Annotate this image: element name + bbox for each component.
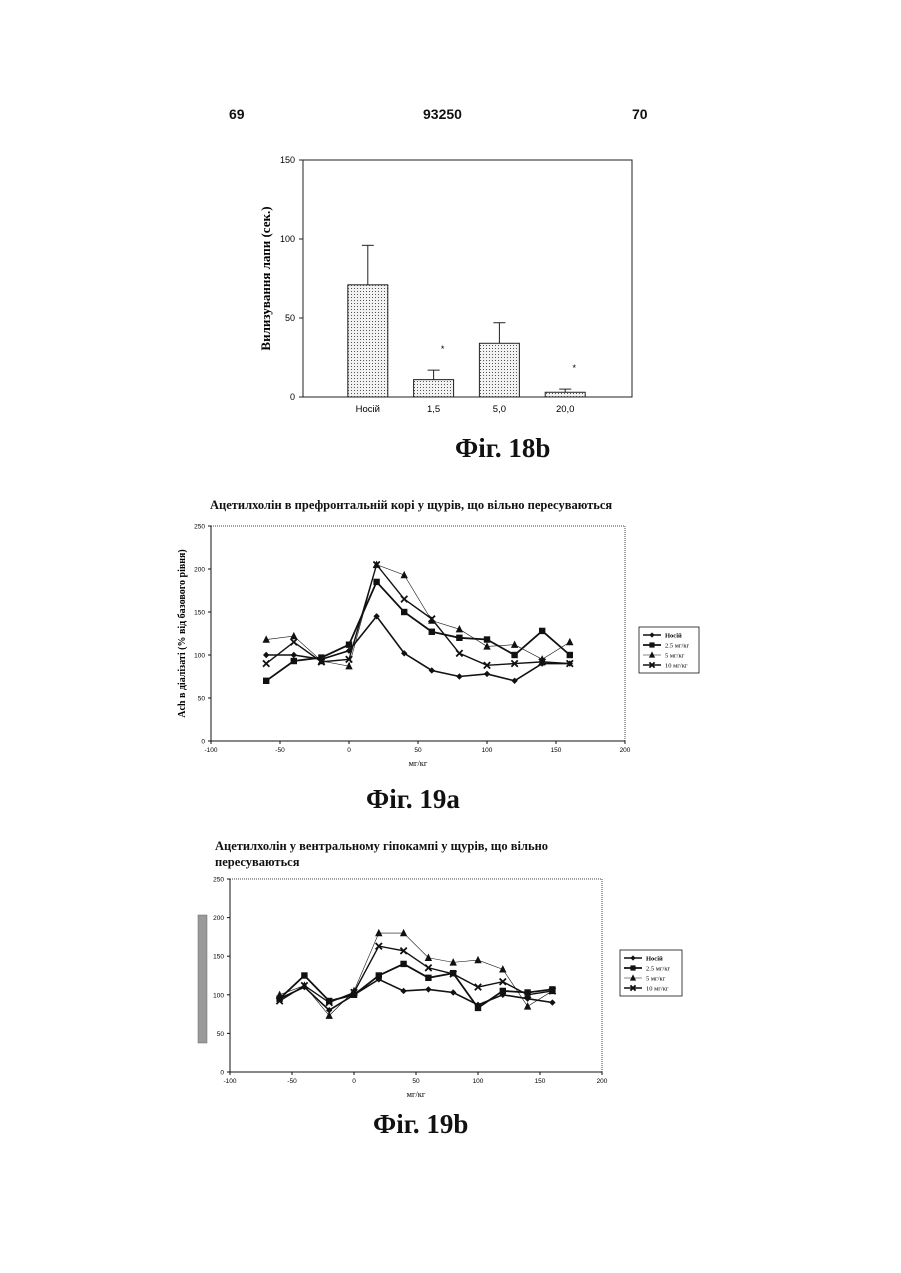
- plot-frame: [230, 879, 602, 1072]
- data-point: [276, 991, 283, 998]
- data-point: [630, 965, 635, 970]
- data-point: [425, 975, 431, 981]
- data-point: [474, 956, 481, 963]
- x-axis-label: мг/кг: [407, 1089, 426, 1099]
- data-point: [400, 961, 406, 967]
- data-point: [400, 988, 406, 994]
- legend-label: 10 мг/кг: [646, 986, 669, 993]
- x-tick-label: -100: [223, 1078, 236, 1085]
- series-line: [280, 946, 553, 1002]
- data-point: [524, 1002, 531, 1009]
- data-point: [499, 965, 506, 972]
- legend-label: 2.5 мг/кг: [646, 966, 670, 973]
- data-point: [475, 1005, 481, 1011]
- legend-label: 5 мг/кг: [646, 976, 666, 983]
- y-tick-label: 0: [220, 1070, 224, 1077]
- x-tick-label: 200: [597, 1078, 608, 1085]
- data-point: [500, 988, 506, 994]
- y-tick-label: 50: [217, 1031, 225, 1038]
- data-point: [425, 954, 432, 961]
- x-tick-label: 0: [352, 1078, 356, 1085]
- fig19b-chart: 0 50 100 150 200 250 -100 -50 0 50 100 150 200 мг/кг Н…: [0, 0, 901, 1150]
- series-line: [280, 933, 553, 1016]
- data-point: [375, 929, 382, 936]
- fig19b-caption: Фіг. 19b: [373, 1109, 468, 1140]
- x-tick-label: 150: [535, 1078, 546, 1085]
- data-point: [301, 972, 307, 978]
- y-axis-label-bar: [198, 915, 207, 1043]
- data-point: [425, 986, 431, 992]
- data-point: [400, 929, 407, 936]
- x-tick-label: 100: [473, 1078, 484, 1085]
- y-tick-label: 100: [213, 992, 224, 999]
- x-tick-label: 50: [412, 1078, 420, 1085]
- y-tick-label: 200: [213, 915, 224, 922]
- data-point: [450, 989, 456, 995]
- y-tick-label: 250: [213, 877, 224, 884]
- data-point: [376, 972, 382, 978]
- x-tick-label: -50: [287, 1078, 297, 1085]
- series-line: [280, 979, 553, 1010]
- data-point: [549, 999, 555, 1005]
- legend-label: Носій: [646, 956, 663, 963]
- y-tick-label: 150: [213, 954, 224, 961]
